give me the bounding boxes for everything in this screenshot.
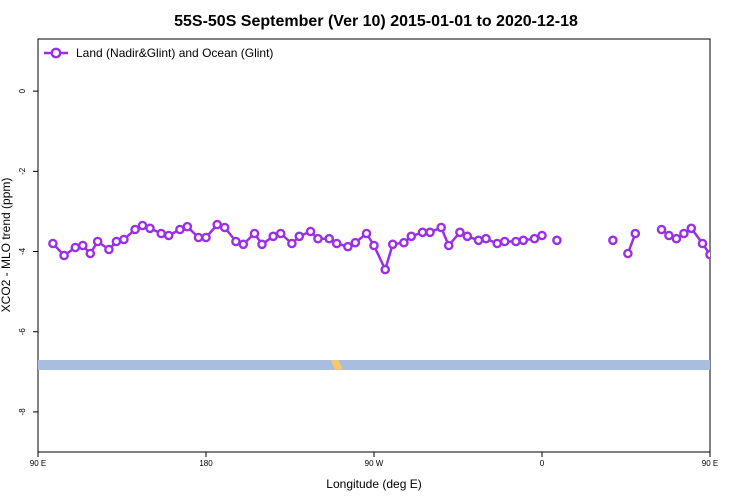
data-point	[740, 240, 747, 247]
y-axis-label: XCO2 - MLO trend (ppm)	[0, 178, 13, 313]
series-layer	[48, 219, 747, 275]
data-point	[163, 230, 174, 241]
data-point	[70, 242, 81, 253]
data-point	[679, 228, 689, 239]
data-point	[78, 240, 88, 251]
data-point	[48, 238, 58, 249]
data-point	[697, 238, 708, 249]
data-point	[714, 244, 721, 251]
data-point	[656, 224, 667, 235]
data-point	[729, 250, 736, 257]
data-point	[387, 239, 398, 250]
data-point	[130, 224, 140, 235]
data-point	[481, 233, 491, 244]
data-point	[287, 238, 297, 249]
data-point	[268, 231, 279, 242]
data-point	[380, 264, 391, 275]
data-point	[331, 238, 342, 249]
data-point	[193, 232, 204, 243]
legend-label: Land (Nadir&Glint) and Ocean (Glint)	[76, 46, 273, 60]
x-tick-label: 90 W	[365, 459, 384, 468]
land-band	[38, 360, 710, 370]
data-point	[705, 249, 710, 260]
y-axis-ticks: 0 -2 -4 -6 -8	[18, 88, 38, 415]
data-point	[145, 223, 155, 234]
data-point	[511, 236, 521, 247]
data-point	[537, 230, 547, 241]
y-tick-label: 0	[18, 88, 27, 93]
data-point	[686, 223, 697, 234]
data-point	[492, 238, 503, 249]
data-point	[182, 221, 193, 232]
data-point	[119, 234, 129, 245]
data-point	[443, 240, 454, 251]
data-point	[671, 233, 682, 244]
data-point	[361, 228, 372, 239]
data-point	[305, 226, 316, 237]
data-point	[608, 235, 618, 246]
data-point	[462, 231, 473, 242]
data-point	[275, 228, 286, 239]
y-tick-label: -2	[18, 167, 27, 175]
series-line-segment	[660, 227, 710, 256]
chart-title: 55S-50S September (Ver 10) 2015-01-01 to…	[174, 13, 578, 30]
data-point	[313, 233, 323, 244]
data-point	[623, 248, 633, 259]
data-point	[473, 235, 484, 246]
data-point	[455, 227, 465, 238]
data-point	[664, 230, 674, 241]
y-tick-label: -6	[18, 328, 27, 336]
data-point	[201, 232, 211, 243]
x-axis-label: Longitude (deg E)	[326, 477, 421, 491]
data-point	[137, 220, 148, 231]
data-point	[350, 237, 361, 248]
data-point	[425, 227, 435, 238]
x-tick-label: 180	[199, 459, 213, 468]
data-point	[399, 237, 409, 248]
data-point	[92, 236, 103, 247]
data-point	[212, 219, 222, 230]
data-point	[630, 228, 641, 239]
legend-swatch-marker	[50, 47, 62, 59]
data-point	[529, 233, 540, 244]
legend: Land (Nadir&Glint) and Ocean (Glint)	[44, 46, 273, 60]
data-point	[518, 235, 529, 246]
data-point	[111, 236, 122, 247]
land-mark	[331, 360, 343, 370]
data-point	[257, 239, 267, 250]
data-point	[249, 228, 260, 239]
data-point	[324, 233, 335, 244]
data-point	[552, 235, 562, 246]
data-point	[417, 227, 428, 238]
data-point	[59, 250, 69, 261]
data-point	[406, 231, 417, 242]
data-point	[156, 228, 166, 239]
y-tick-label: -4	[18, 247, 27, 255]
data-point	[85, 248, 96, 259]
data-point	[219, 222, 230, 233]
x-axis-ticks: 90 E 180 90 W 0 90 E	[30, 452, 718, 468]
data-point	[721, 242, 728, 249]
data-point	[238, 239, 249, 250]
data-point	[175, 224, 185, 235]
x-tick-label: 90 E	[30, 459, 46, 468]
x-tick-label: 90 E	[702, 459, 718, 468]
series-line-segment	[51, 223, 543, 271]
data-point	[436, 222, 447, 233]
y-tick-label: -8	[18, 408, 27, 416]
data-point	[369, 240, 379, 251]
data-point	[294, 231, 305, 242]
data-point	[499, 236, 510, 247]
data-point	[343, 241, 353, 252]
x-tick-label: 0	[540, 459, 545, 468]
data-point	[104, 244, 114, 255]
data-point	[231, 236, 241, 247]
